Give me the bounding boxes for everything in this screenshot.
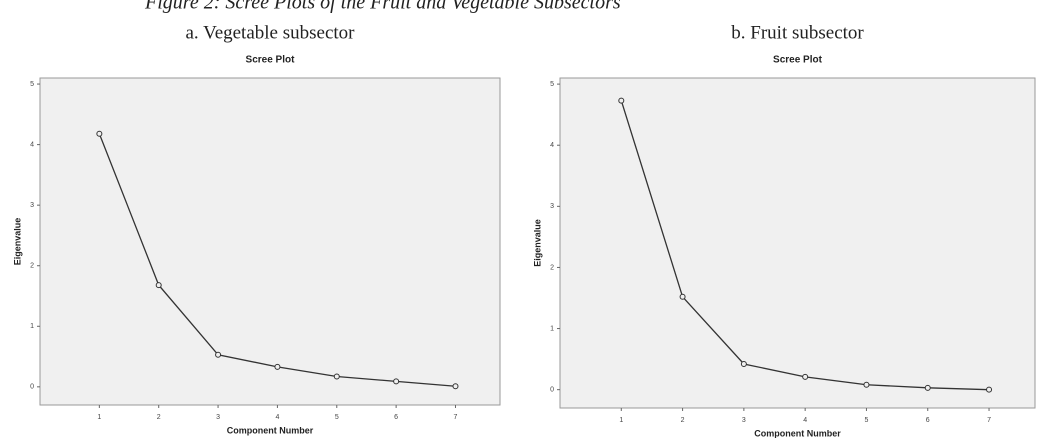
x-tick-label: 5 [335, 414, 339, 421]
x-axis-label: Component Number [227, 425, 314, 435]
x-tick-label: 6 [926, 417, 930, 424]
y-tick-label: 5 [550, 81, 554, 88]
point [986, 386, 993, 393]
x-tick-label: 7 [454, 414, 458, 421]
point [215, 351, 222, 358]
y-axis-label: Eigenvalue [12, 218, 22, 266]
figure-caption: Figure 2: Scree Plots of the Fruit and V… [144, 0, 621, 14]
x-axis-label: Component Number [754, 428, 841, 438]
y-tick-label: 4 [30, 141, 34, 148]
x-tick-label: 2 [157, 414, 161, 421]
point [924, 384, 931, 391]
y-axis-label: Eigenvalue [532, 219, 542, 267]
point [274, 363, 281, 370]
y-tick-label: 2 [550, 264, 554, 271]
chart-title: Scree Plot [246, 55, 296, 66]
point [679, 293, 686, 300]
point [802, 373, 809, 380]
point [452, 383, 459, 390]
x-tick-label: 5 [864, 417, 868, 424]
x-tick-label: 2 [681, 417, 685, 424]
x-tick-label: 1 [97, 414, 101, 421]
subtitle: b. Fruit subsector [731, 22, 864, 43]
x-tick-label: 4 [275, 414, 279, 421]
x-tick-label: 3 [742, 417, 746, 424]
x-tick-label: 7 [987, 417, 991, 424]
y-tick-label: 1 [30, 323, 34, 330]
chart-title: Scree Plot [773, 55, 823, 66]
x-tick-label: 3 [216, 414, 220, 421]
y-tick-label: 2 [30, 263, 34, 270]
point [155, 282, 162, 289]
point [333, 373, 340, 380]
point [96, 130, 103, 137]
y-tick-label: 3 [30, 202, 34, 209]
point [618, 97, 625, 104]
plot-area [39, 77, 501, 406]
subtitle: a. Vegetable subsector [185, 22, 355, 43]
x-tick-label: 1 [619, 417, 623, 424]
point [740, 361, 747, 367]
y-tick-label: 1 [550, 325, 554, 332]
point [393, 378, 400, 385]
y-tick-label: 4 [550, 142, 554, 149]
y-tick-label: 0 [30, 384, 34, 391]
y-tick-label: 5 [30, 81, 34, 88]
y-tick-label: 0 [550, 387, 554, 394]
point [863, 381, 870, 388]
x-tick-label: 6 [394, 414, 398, 421]
x-tick-label: 4 [803, 417, 807, 424]
y-tick-label: 3 [550, 203, 554, 210]
plot-area [559, 77, 1036, 409]
